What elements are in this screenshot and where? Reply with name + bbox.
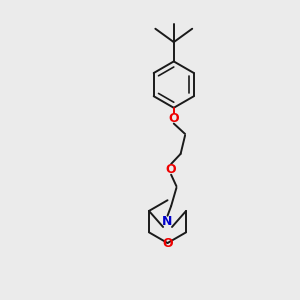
Text: O: O <box>162 236 173 250</box>
Text: O: O <box>166 163 176 176</box>
Text: O: O <box>169 112 179 125</box>
Text: N: N <box>162 215 173 228</box>
